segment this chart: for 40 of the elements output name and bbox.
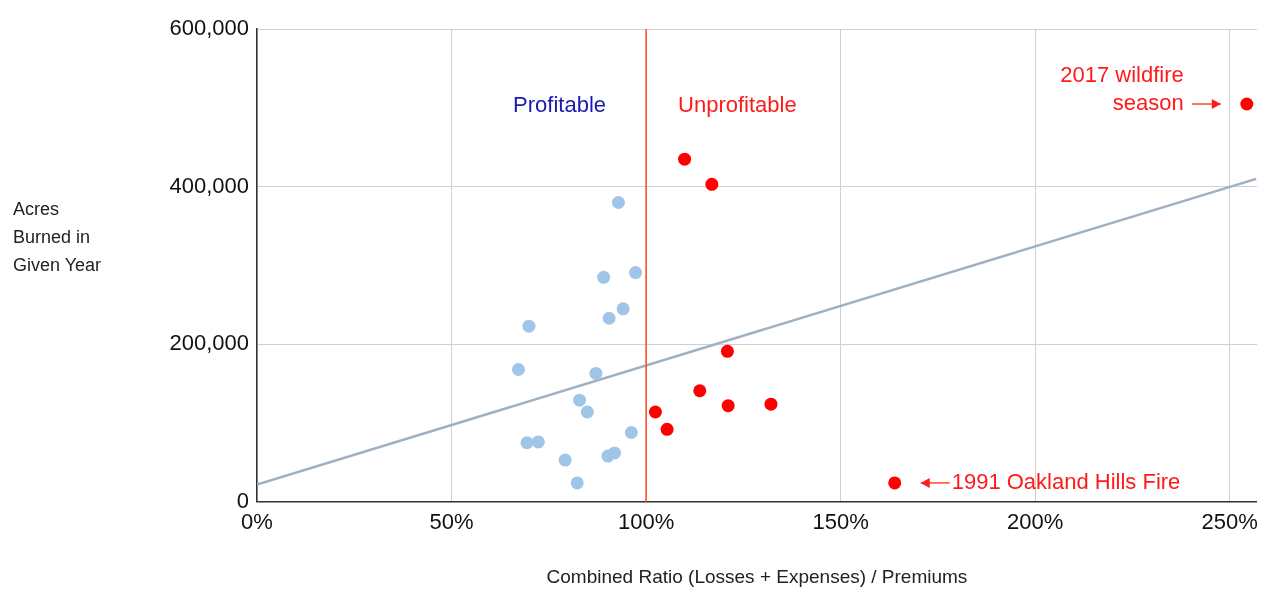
point (522, 319, 536, 333)
y-axis-title: Acres Burned in Given Year (13, 199, 102, 276)
y-tick-label: 400,000 (169, 172, 249, 198)
x-axis-title: Combined Ratio (Losses + Expenses) / Premiums (546, 565, 968, 587)
annotation: 1991 Oakland Hills Fire (951, 468, 1181, 494)
point (511, 362, 525, 376)
point (608, 446, 622, 460)
point (764, 397, 778, 411)
point (721, 399, 735, 413)
point (693, 384, 707, 398)
point (573, 393, 587, 407)
point (660, 422, 674, 436)
point (629, 266, 643, 280)
annotation: 2017 wildfire season (1060, 62, 1184, 116)
point (589, 366, 603, 380)
x-tick-label: 150% (812, 509, 869, 535)
x-tick-label: 250% (1201, 509, 1258, 535)
point (678, 152, 692, 166)
point (648, 405, 662, 419)
point (616, 302, 630, 316)
point (558, 453, 572, 467)
point (1240, 97, 1254, 111)
point (888, 476, 902, 490)
point (705, 177, 719, 191)
y-tick-label: 200,000 (169, 330, 249, 356)
point (611, 195, 625, 209)
x-tick-label: 50% (429, 509, 474, 535)
point (580, 405, 594, 419)
y-tick-label: 600,000 (169, 15, 249, 41)
annotation: Unprofitable (678, 92, 797, 118)
point (597, 270, 611, 284)
point (624, 425, 638, 439)
x-tick-label: 200% (1007, 509, 1064, 535)
point (570, 476, 584, 490)
x-tick-label: 100% (617, 509, 675, 535)
point (720, 344, 734, 358)
point (520, 436, 534, 450)
point (531, 435, 545, 449)
point (602, 311, 616, 325)
annotation: Profitable (513, 92, 607, 118)
